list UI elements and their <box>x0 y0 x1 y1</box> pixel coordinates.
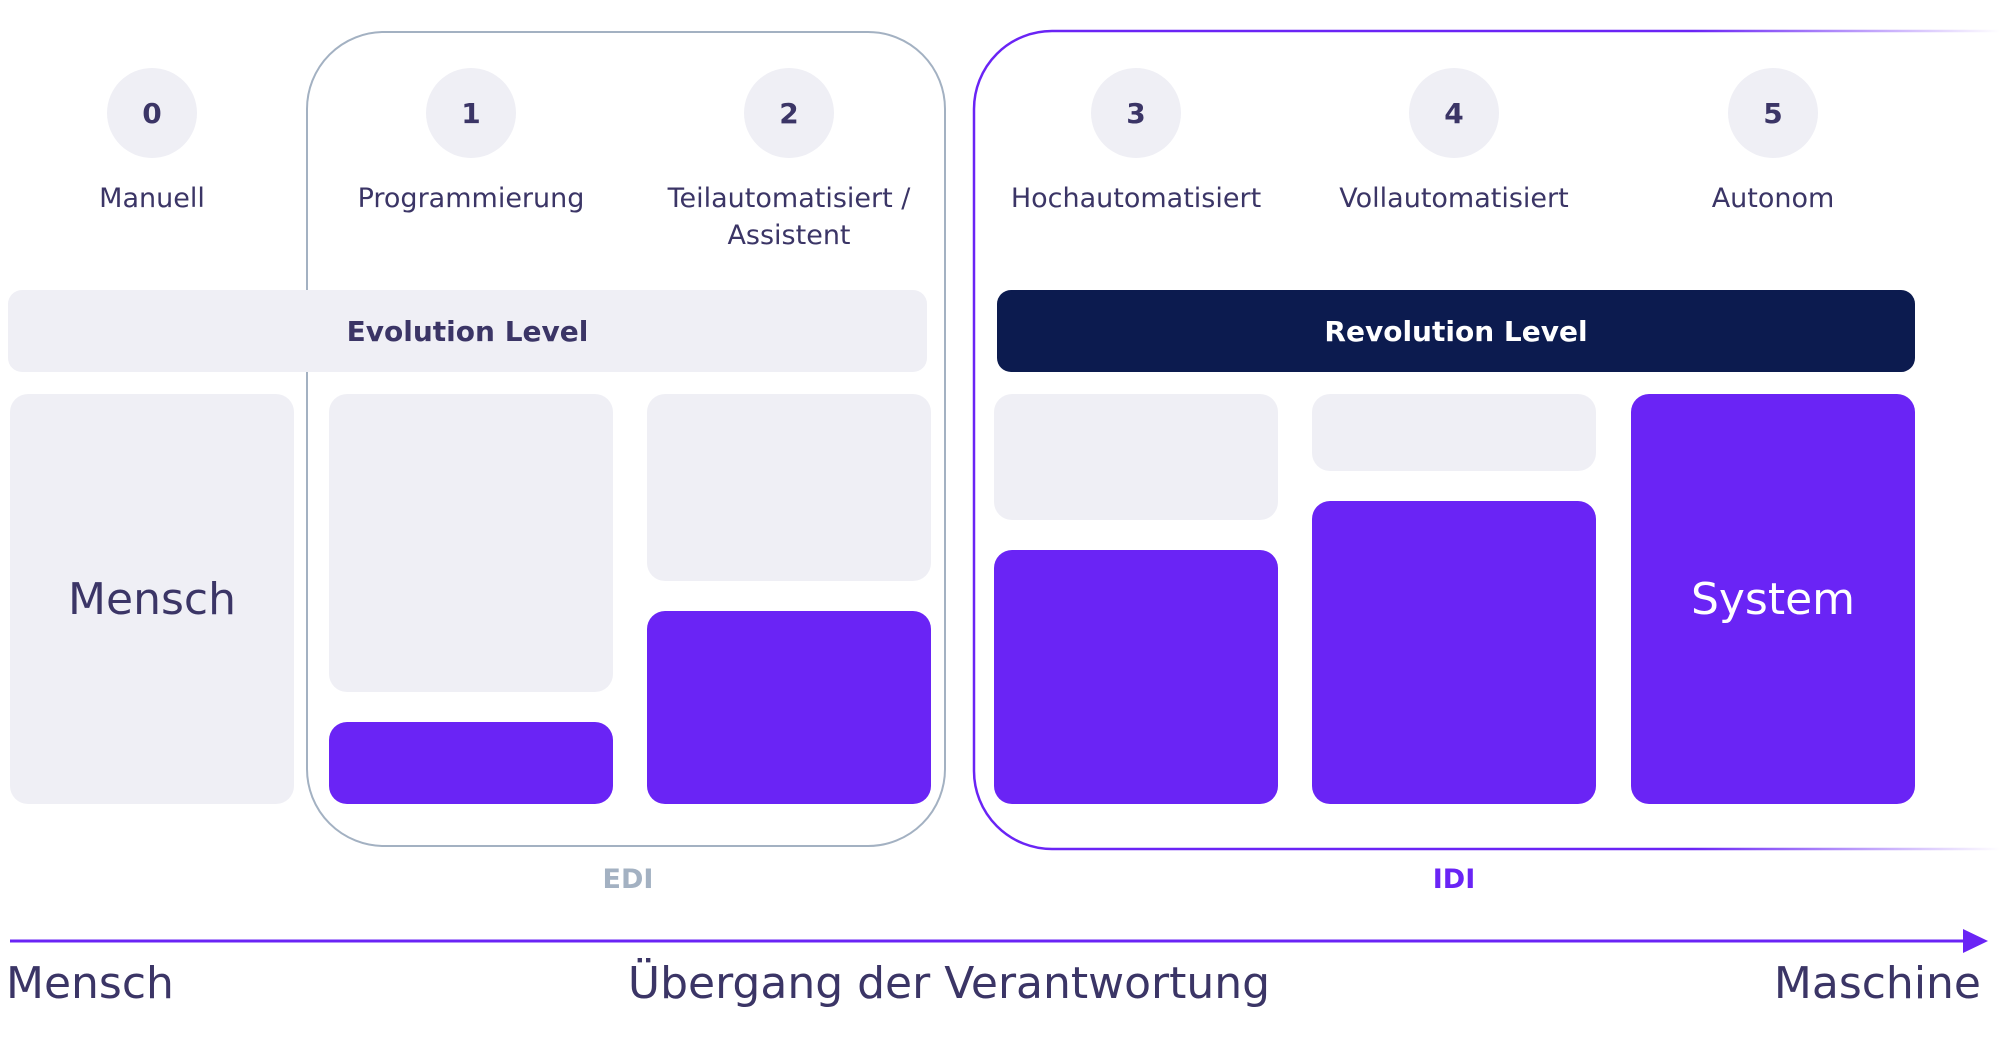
level-number-badge: 3 <box>1091 68 1181 158</box>
axis-right-label: Maschine <box>1773 958 1981 1009</box>
responsibility-arrow <box>10 929 1988 953</box>
level-number-badge: 5 <box>1728 68 1818 158</box>
human-share-block <box>329 394 613 692</box>
level-number-badge: 4 <box>1409 68 1499 158</box>
level-label: Vollautomatisiert <box>1339 183 1569 214</box>
human-share-block <box>1312 394 1596 471</box>
human-share-block <box>647 394 931 581</box>
edi-label: EDI <box>602 864 654 895</box>
column-label: System <box>1690 573 1856 625</box>
level-label: Programmierung <box>357 183 585 214</box>
level-label: Autonom <box>1711 183 1835 214</box>
system-share-block <box>647 611 931 804</box>
revolution-level-label: Revolution Level <box>1324 314 1588 348</box>
system-share-block <box>1312 501 1596 804</box>
system-share-block <box>329 722 613 804</box>
revolution-level-bar: Revolution Level <box>997 290 1915 372</box>
evolution-level-bar: Evolution Level <box>8 290 927 372</box>
axis-left-label: Mensch <box>6 958 174 1009</box>
level-number-badge: 1 <box>426 68 516 158</box>
level-column <box>1312 394 1596 804</box>
level-column: Mensch <box>10 394 294 804</box>
idi-group-frame <box>972 29 2000 851</box>
level-label: Hochautomatisiert <box>1010 183 1262 214</box>
column-label: Mensch <box>68 573 236 625</box>
evolution-level-label: Evolution Level <box>346 314 589 348</box>
level-column <box>994 394 1278 804</box>
level-column <box>647 394 931 804</box>
edi-group-frame <box>306 31 946 847</box>
level-column <box>329 394 613 804</box>
level-number-badge: 2 <box>744 68 834 158</box>
level-column: System <box>1631 394 1915 804</box>
idi-label: IDI <box>1432 864 1476 895</box>
human-share-block <box>10 394 294 804</box>
level-label: Teilautomatisiert / Assistent <box>667 183 911 251</box>
level-label: Manuell <box>99 183 205 214</box>
level-number-badge: 0 <box>107 68 197 158</box>
system-share-block <box>1631 394 1915 804</box>
human-share-block <box>994 394 1278 520</box>
axis-center-label: Übergang der Verantwortung <box>627 958 1271 1009</box>
system-share-block <box>994 550 1278 804</box>
